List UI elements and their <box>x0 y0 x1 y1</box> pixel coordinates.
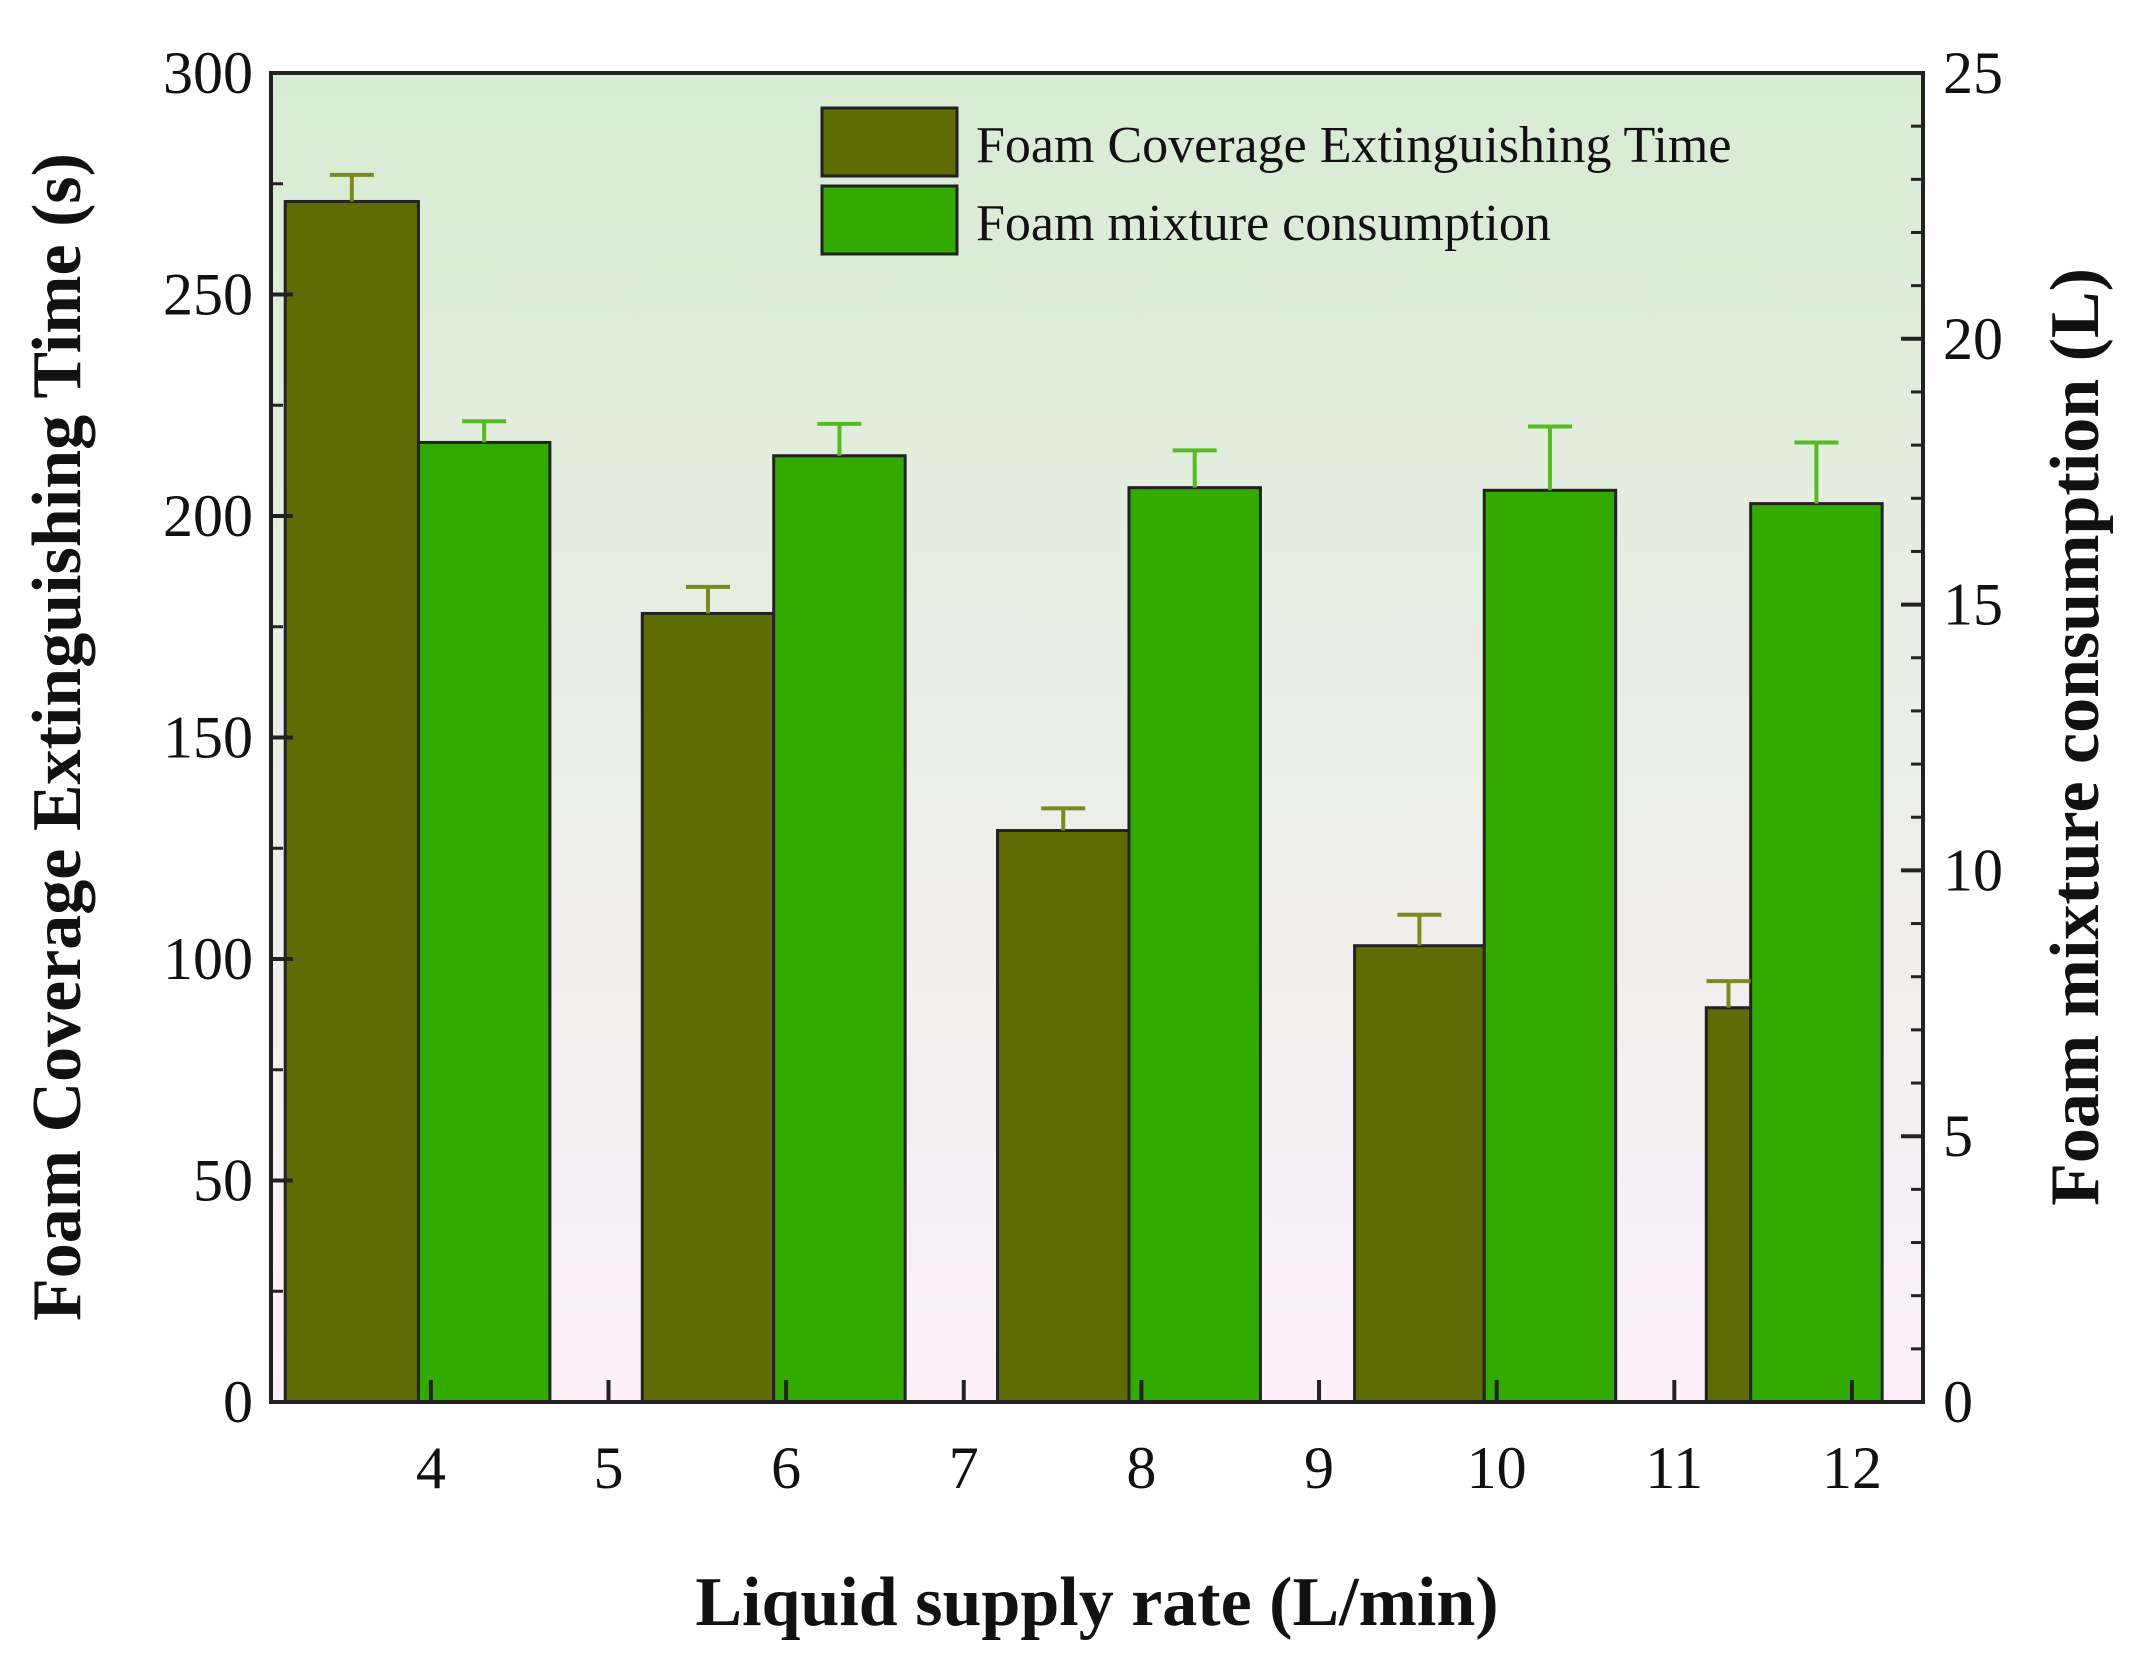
x-tick-label: 6 <box>771 1435 801 1501</box>
left-tick-label: 250 <box>163 262 253 328</box>
x-tick-label: 11 <box>1645 1435 1703 1501</box>
bar-time <box>640 611 776 1404</box>
bar-consumption <box>1127 486 1262 1404</box>
bar-consumption <box>1749 502 1884 1404</box>
left-axis-title: Foam Coverage Extinguishing Time (s) <box>19 153 96 1321</box>
bars-layer <box>283 199 1884 1404</box>
error-bars-layer <box>329 172 1839 1008</box>
x-axis-title: Liquid supply rate (L/min) <box>695 1564 1498 1641</box>
left-tick-label: 150 <box>163 705 253 771</box>
right-tick-label: 25 <box>1943 40 2003 106</box>
legend-swatch-consumption <box>820 184 959 256</box>
x-tick-label: 7 <box>949 1435 979 1501</box>
right-tick-label: 15 <box>1943 572 2003 638</box>
tick-labels-layer: 4 5 6 7 8 9 10 11 12 0 50 100 150 200 250 300 0 5 10 15 20 25 <box>163 40 2003 1501</box>
left-tick-label: 300 <box>163 40 253 106</box>
x-tick-label: 5 <box>594 1435 624 1501</box>
legend: Foam Coverage Extinguishing Time Foam mi… <box>820 106 1731 256</box>
x-tick-label: 9 <box>1304 1435 1334 1501</box>
x-tick-label: 12 <box>1822 1435 1882 1501</box>
left-tick-label: 0 <box>223 1369 253 1435</box>
bar-consumption <box>416 440 552 1404</box>
ticks-layer <box>271 71 1923 1404</box>
x-tick-label: 10 <box>1467 1435 1527 1501</box>
right-tick-label: 5 <box>1943 1103 1973 1169</box>
x-tick-label: 8 <box>1126 1435 1156 1501</box>
bar-time <box>283 199 420 1404</box>
right-tick-label: 20 <box>1943 306 2003 372</box>
right-tick-label: 10 <box>1943 837 2003 903</box>
legend-label-time: Foam Coverage Extinguishing Time <box>976 117 1731 174</box>
right-tick-label: 0 <box>1943 1369 1973 1435</box>
bar-time <box>1704 1006 1753 1404</box>
right-axis-title: Foam mixture consumption (L) <box>2037 268 2114 1206</box>
left-tick-label: 100 <box>163 926 253 992</box>
bar-time <box>1353 944 1486 1404</box>
bar-time <box>996 829 1131 1404</box>
left-tick-label: 200 <box>163 483 253 549</box>
legend-swatch-time <box>820 106 959 178</box>
x-tick-label: 4 <box>416 1435 446 1501</box>
legend-label-consumption: Foam mixture consumption <box>976 195 1551 252</box>
bar-consumption <box>772 454 907 1404</box>
bar-consumption <box>1482 488 1618 1404</box>
left-tick-label: 50 <box>193 1148 253 1214</box>
